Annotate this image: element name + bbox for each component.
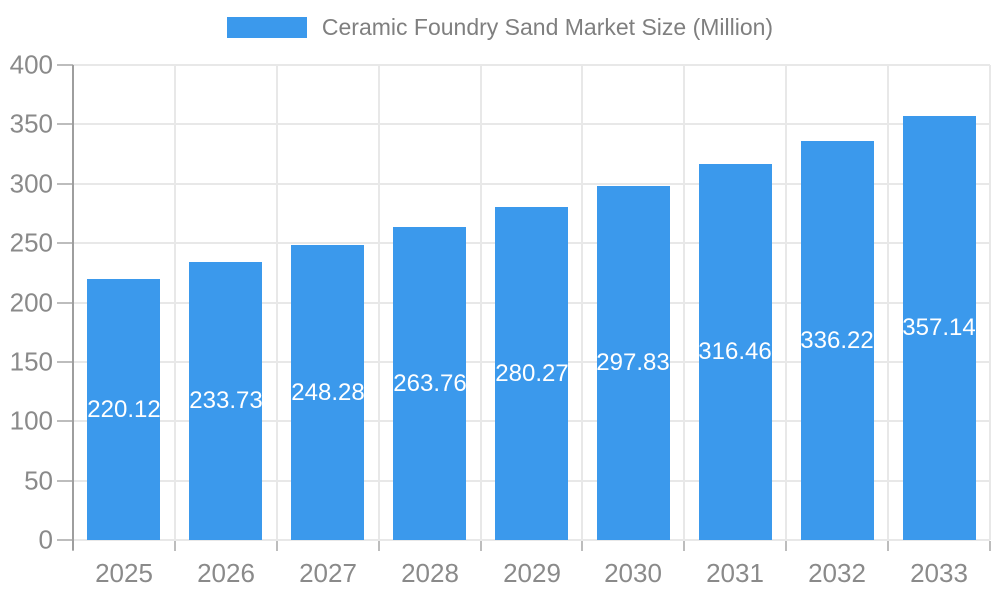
x-gridline bbox=[581, 65, 583, 540]
x-axis-tick bbox=[581, 541, 583, 551]
bar-value-label: 316.46 bbox=[698, 338, 772, 365]
y-axis-label: 100 bbox=[9, 405, 53, 436]
y-axis-label: 0 bbox=[38, 524, 53, 555]
y-gridline bbox=[73, 183, 990, 185]
y-axis-tick bbox=[57, 539, 73, 541]
x-gridline bbox=[174, 65, 176, 540]
y-axis-label: 300 bbox=[9, 168, 53, 199]
x-axis-label: 2025 bbox=[95, 558, 153, 588]
y-axis-label: 50 bbox=[24, 465, 53, 496]
bar-2028[interactable] bbox=[393, 227, 466, 540]
x-axis-label: 2031 bbox=[706, 558, 764, 588]
bar-2031[interactable] bbox=[699, 164, 772, 540]
x-axis-label: 2030 bbox=[604, 558, 662, 588]
x-gridline bbox=[276, 65, 278, 540]
bar-value-label: 336.22 bbox=[800, 327, 874, 354]
bar-2025[interactable] bbox=[87, 279, 160, 540]
bar-value-label: 220.12 bbox=[87, 396, 161, 423]
y-axis-tick bbox=[57, 64, 73, 66]
y-axis-tick bbox=[57, 420, 73, 422]
x-axis-label: 2029 bbox=[503, 558, 561, 588]
y-axis-label: 350 bbox=[9, 108, 53, 139]
x-axis-tick bbox=[378, 541, 380, 551]
x-axis-label: 2033 bbox=[910, 558, 968, 588]
y-gridline bbox=[73, 64, 990, 66]
x-axis-label: 2032 bbox=[808, 558, 866, 588]
y-axis-tick bbox=[57, 183, 73, 185]
x-axis-tick bbox=[785, 541, 787, 551]
bar-value-label: 357.14 bbox=[902, 314, 976, 341]
legend-label: Ceramic Foundry Sand Market Size (Millio… bbox=[321, 14, 774, 40]
x-gridline bbox=[785, 65, 787, 540]
x-gridline bbox=[887, 65, 889, 540]
y-axis-tick bbox=[57, 123, 73, 125]
chart-legend[interactable]: Ceramic Foundry Sand Market Size (Millio… bbox=[0, 14, 1000, 42]
bar-value-label: 263.76 bbox=[393, 370, 467, 397]
y-axis-line bbox=[72, 65, 74, 550]
bar-value-label: 248.28 bbox=[291, 379, 365, 406]
bar-value-label: 233.73 bbox=[189, 387, 263, 414]
x-gridline bbox=[378, 65, 380, 540]
x-axis-tick bbox=[174, 541, 176, 551]
legend-color-swatch bbox=[226, 17, 307, 39]
x-gridline bbox=[683, 65, 685, 540]
bar-2026[interactable] bbox=[189, 262, 262, 540]
bar-value-label: 280.27 bbox=[495, 360, 569, 387]
bar-2027[interactable] bbox=[291, 245, 364, 540]
y-axis-tick bbox=[57, 480, 73, 482]
x-axis-tick bbox=[276, 541, 278, 551]
x-axis-tick bbox=[887, 541, 889, 551]
x-axis-label: 2027 bbox=[299, 558, 357, 588]
y-axis-label: 200 bbox=[9, 287, 53, 318]
x-gridline bbox=[480, 65, 482, 540]
bar-2033[interactable] bbox=[903, 116, 976, 540]
bar-2030[interactable] bbox=[597, 186, 670, 540]
y-axis-tick bbox=[57, 302, 73, 304]
y-axis-label: 150 bbox=[9, 346, 53, 377]
bar-2029[interactable] bbox=[495, 207, 568, 540]
y-axis-label: 250 bbox=[9, 227, 53, 258]
bar-2032[interactable] bbox=[801, 141, 874, 540]
bar-value-label: 297.83 bbox=[596, 349, 670, 376]
y-axis-tick bbox=[57, 361, 73, 363]
y-axis-label: 400 bbox=[9, 49, 53, 80]
x-axis-tick bbox=[683, 541, 685, 551]
y-gridline bbox=[73, 123, 990, 125]
x-axis-tick bbox=[989, 541, 991, 551]
y-gridline bbox=[73, 539, 990, 541]
x-axis-label: 2028 bbox=[401, 558, 459, 588]
x-gridline bbox=[989, 65, 991, 540]
x-axis-label: 2026 bbox=[197, 558, 255, 588]
y-axis-tick bbox=[57, 242, 73, 244]
x-axis-tick bbox=[480, 541, 482, 551]
